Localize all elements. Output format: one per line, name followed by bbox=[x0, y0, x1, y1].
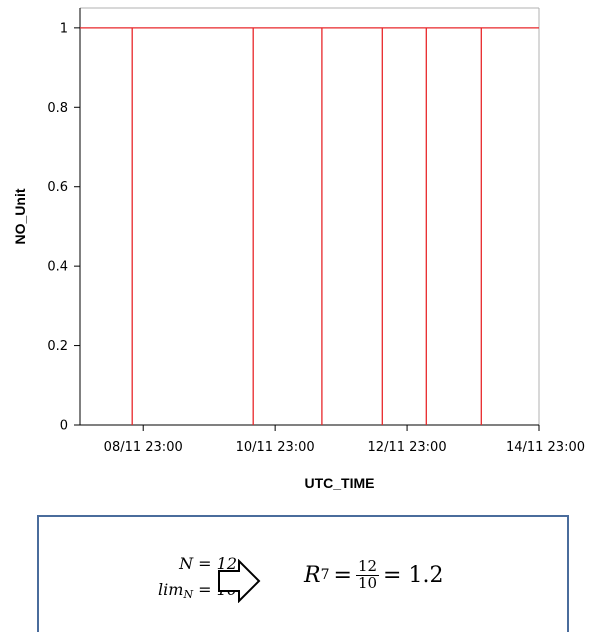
y-tick-label: 0.6 bbox=[47, 180, 68, 195]
x-axis-title: UTC_TIME bbox=[305, 475, 375, 491]
given-limit: limN = 10 bbox=[158, 580, 237, 601]
given-n: N = 12 bbox=[179, 554, 237, 573]
x-axis: 08/11 23:00 10/11 23:00 12/11 23:00 14/11 2… bbox=[80, 424, 585, 455]
x-tick-label: 08/11 23:00 bbox=[104, 440, 183, 455]
result-value: = 1.2 bbox=[383, 562, 444, 588]
result-symbol: R bbox=[304, 562, 321, 588]
limit-symbol: lim bbox=[158, 580, 184, 599]
x-tick-label: 12/11 23:00 bbox=[368, 440, 447, 455]
y-tick-label: 0 bbox=[60, 419, 68, 434]
fraction-numerator: 12 bbox=[355, 557, 380, 576]
y-tick-label: 0.4 bbox=[47, 260, 68, 275]
y-tick-label: 1 bbox=[60, 21, 68, 36]
fraction-denominator: 10 bbox=[357, 573, 378, 592]
fraction: 12 10 bbox=[355, 557, 380, 592]
y-tick-label: 0.2 bbox=[47, 339, 68, 354]
series-layer bbox=[80, 27, 539, 425]
equals-sign: = bbox=[333, 562, 352, 588]
y-axis: 0 0.2 0.4 0.6 0.8 1 bbox=[47, 8, 81, 434]
x-tick-label: 14/11 23:00 bbox=[506, 440, 585, 455]
chart: 0 0.2 0.4 0.6 0.8 1 08/11 23:00 10/11 23:00 12/… bbox=[12, 7, 585, 491]
y-axis-title: NO_Unit bbox=[12, 188, 28, 244]
limit-subscript: N bbox=[183, 588, 194, 601]
plot-frame bbox=[80, 7, 540, 425]
right-arrow-icon bbox=[218, 559, 261, 603]
result-subscript: 7 bbox=[320, 567, 330, 584]
x-tick-label: 10/11 23:00 bbox=[236, 440, 315, 455]
y-tick-label: 0.8 bbox=[47, 101, 68, 116]
series-line bbox=[80, 27, 539, 425]
